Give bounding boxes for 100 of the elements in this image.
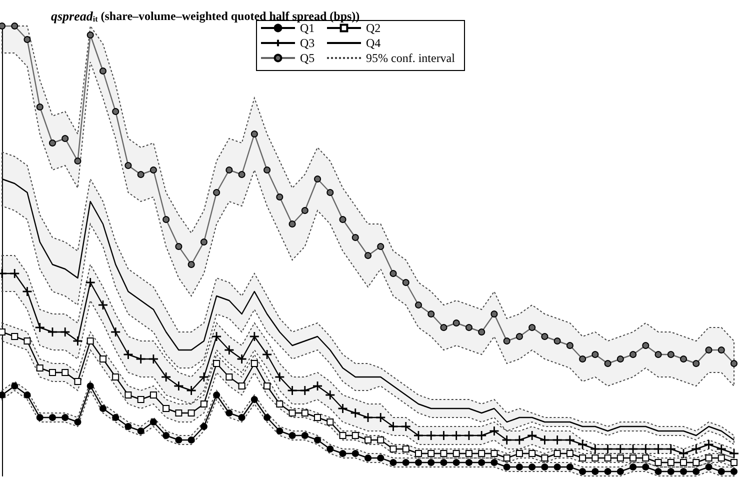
point (413, 430, 424, 441)
point (718, 454, 725, 462)
point (9, 268, 20, 279)
point (11, 382, 18, 390)
point (162, 216, 170, 223)
point (604, 360, 612, 367)
point (288, 220, 296, 228)
point (198, 372, 210, 382)
point (85, 277, 96, 288)
point (250, 396, 258, 403)
point (541, 464, 548, 470)
point (276, 400, 284, 408)
point (390, 459, 397, 466)
point (375, 412, 386, 423)
point (400, 421, 412, 432)
legend-label: Q4 (366, 36, 381, 50)
point (48, 140, 56, 146)
point (541, 333, 548, 340)
point (680, 459, 688, 466)
point (490, 450, 498, 457)
point (615, 444, 626, 454)
point (616, 454, 624, 462)
point (362, 412, 374, 423)
point (200, 238, 208, 246)
point (288, 410, 296, 416)
point (48, 369, 56, 376)
point (264, 166, 271, 174)
point (36, 104, 44, 110)
point (276, 428, 284, 434)
point (300, 385, 310, 396)
point (36, 364, 44, 372)
point (616, 468, 624, 475)
point (566, 342, 574, 349)
point (388, 421, 398, 432)
point (628, 444, 638, 454)
point (47, 326, 58, 338)
point (160, 372, 172, 382)
point (465, 450, 472, 457)
point (667, 459, 674, 466)
point (428, 310, 435, 318)
point (162, 405, 170, 412)
point (74, 378, 82, 385)
point (62, 135, 69, 142)
point (590, 444, 600, 454)
point (402, 279, 410, 286)
point (213, 392, 220, 398)
point (238, 382, 246, 390)
point (99, 405, 106, 412)
point (526, 430, 538, 441)
point (238, 171, 246, 178)
point (514, 434, 525, 446)
point (414, 450, 422, 457)
point (705, 346, 712, 354)
point (326, 418, 334, 426)
point (528, 464, 536, 470)
point (137, 171, 144, 178)
point (592, 468, 599, 475)
point (377, 436, 384, 444)
point (34, 322, 46, 333)
point (692, 468, 700, 475)
point (730, 468, 738, 475)
point (162, 432, 170, 439)
point (250, 360, 258, 367)
point (680, 356, 688, 362)
point (175, 410, 182, 416)
point (428, 459, 435, 466)
point (552, 434, 563, 446)
point (502, 434, 512, 446)
point (249, 331, 260, 342)
point (579, 454, 586, 462)
point (226, 410, 233, 416)
legend-label: Q1 (300, 21, 315, 35)
point (301, 410, 308, 416)
point (642, 464, 650, 470)
point (602, 444, 613, 454)
point (377, 454, 384, 462)
point (99, 68, 106, 74)
point (213, 189, 220, 196)
point (24, 338, 31, 344)
point (150, 166, 157, 174)
point (705, 464, 712, 470)
point (350, 408, 361, 418)
point (352, 432, 359, 439)
point (123, 349, 134, 360)
point (528, 324, 536, 331)
point (730, 459, 738, 466)
point (287, 385, 298, 396)
point (678, 448, 689, 459)
point (137, 428, 144, 434)
point (112, 414, 120, 421)
point (339, 450, 346, 457)
point (377, 243, 384, 250)
point (86, 338, 94, 344)
point (642, 454, 650, 462)
point (554, 450, 561, 457)
point (489, 426, 500, 436)
point (224, 344, 234, 356)
point (653, 444, 664, 454)
point (137, 396, 144, 403)
point (72, 336, 83, 346)
